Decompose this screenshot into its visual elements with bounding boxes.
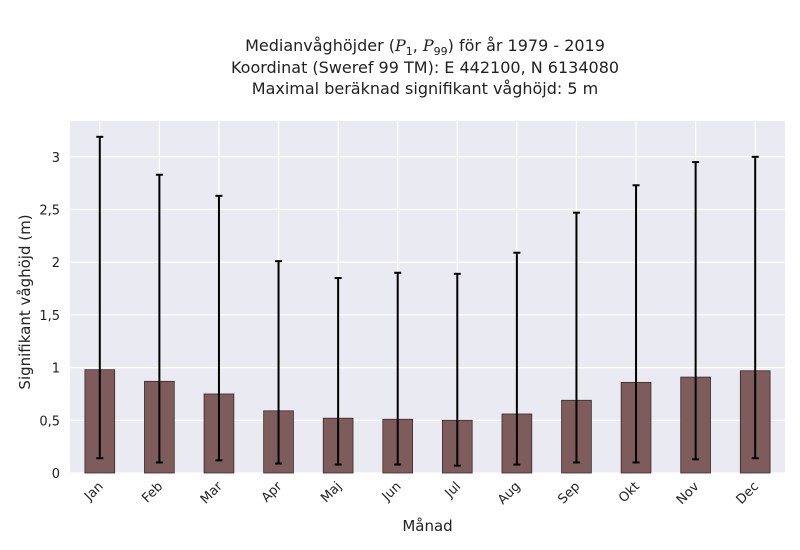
y-tick-label: 3 [52,151,60,166]
y-axis-ticks: 0 0,5 1 1,5 2 2,5 3 [39,151,60,482]
error-bar-jun [394,271,402,466]
error-bar-jan [96,135,104,460]
x-tick-label-nov: Nov [674,479,703,508]
y-axis-label: Signifikant våghöjd (m) [16,214,34,389]
y-tick-label: 2 [52,256,60,271]
x-axis-label: Månad [402,517,452,535]
y-tick-label: 1,5 [39,309,60,324]
x-tick-label-mar: Mar [198,479,226,507]
error-bar-feb [155,173,163,464]
x-tick-label-jul: Jul [442,479,464,501]
x-tick-label-jun: Jun [379,479,405,505]
chart-title-line-3: Maximal beräknad signifikant våghöjd: 5 … [251,79,599,98]
error-bar-nov [692,161,700,461]
chart-title-line-2: Koordinat (Sweref 99 TM): E 442100, N 61… [230,58,620,77]
chart-title-line-1: Medianvåghöjder (P1, P99) för år 1979 - … [245,36,605,59]
error-bar-maj [334,277,342,466]
x-tick-label-maj: Maj [318,479,345,506]
error-bars [96,135,759,467]
error-bar-jul [453,272,461,467]
x-tick-label-jan: Jan [81,479,106,504]
x-tick-label-aug: Aug [495,479,524,508]
y-tick-label: 2,5 [39,204,60,219]
error-bar-apr [275,260,283,465]
error-bar-sep [572,211,580,464]
error-bar-mar [215,194,223,462]
error-bar-dec [751,155,759,460]
x-tick-label-dec: Dec [734,479,762,507]
error-bar-okt [632,184,640,464]
y-tick-label: 0,5 [39,414,60,429]
x-tick-label-okt: Okt [616,479,643,506]
x-tick-label-feb: Feb [139,479,166,506]
error-bar-aug [513,251,521,466]
x-axis-ticks: Jan Feb Mar Apr Maj Jun Jul Aug Sep Okt Nov Dec [81,479,762,508]
y-tick-label: 1 [52,362,60,377]
y-tick-label: 0 [52,467,60,482]
x-tick-label-apr: Apr [259,479,286,506]
plot-area [70,121,785,473]
x-tick-label-sep: Sep [555,479,583,507]
